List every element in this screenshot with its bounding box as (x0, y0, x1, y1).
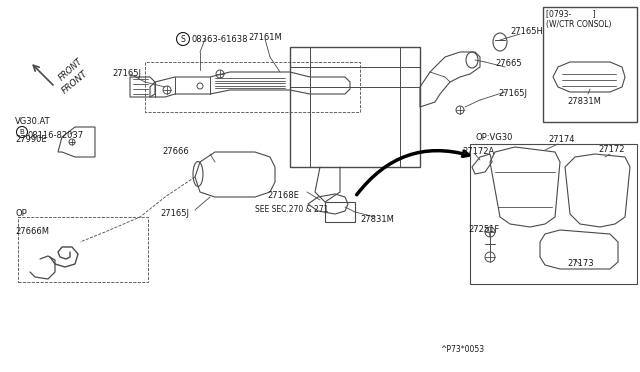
Text: 27165H: 27165H (510, 28, 543, 36)
Text: 27168E: 27168E (267, 190, 299, 199)
Text: 27173: 27173 (567, 260, 594, 269)
Text: 27665: 27665 (495, 60, 522, 68)
Text: 27831M: 27831M (360, 215, 394, 224)
Text: 27990E: 27990E (15, 135, 47, 144)
Text: B: B (20, 129, 24, 135)
Text: OP:VG30: OP:VG30 (475, 132, 513, 141)
Text: 27161M: 27161M (248, 32, 282, 42)
Text: (W/CTR CONSOL): (W/CTR CONSOL) (546, 20, 611, 29)
Text: 27172A: 27172A (462, 148, 494, 157)
Bar (18, 217, 148, 282)
Text: SEE SEC.270 & 271: SEE SEC.270 & 271 (255, 205, 328, 214)
Text: VG30.AT: VG30.AT (15, 118, 51, 126)
Text: 27165J: 27165J (112, 70, 141, 78)
Text: 27174: 27174 (548, 135, 575, 144)
Bar (543, 7, 637, 122)
Text: FRONT: FRONT (57, 57, 84, 83)
Text: 27165J: 27165J (160, 209, 189, 218)
Text: 27251F: 27251F (468, 225, 499, 234)
Text: 27831M: 27831M (567, 97, 601, 106)
Text: OP: OP (15, 209, 27, 218)
Text: 08116-82037: 08116-82037 (28, 131, 84, 140)
Text: 27172: 27172 (598, 145, 625, 154)
Text: 27165J: 27165J (498, 90, 527, 99)
Text: ^P73*0053: ^P73*0053 (440, 346, 484, 355)
Text: [0793-         ]: [0793- ] (546, 10, 596, 19)
Text: 27666M: 27666M (15, 228, 49, 237)
Text: FRONT: FRONT (60, 69, 90, 95)
Text: 27666: 27666 (162, 148, 189, 157)
Bar (470, 144, 637, 284)
Text: 08363-61638: 08363-61638 (191, 35, 248, 44)
Text: S: S (180, 35, 186, 44)
